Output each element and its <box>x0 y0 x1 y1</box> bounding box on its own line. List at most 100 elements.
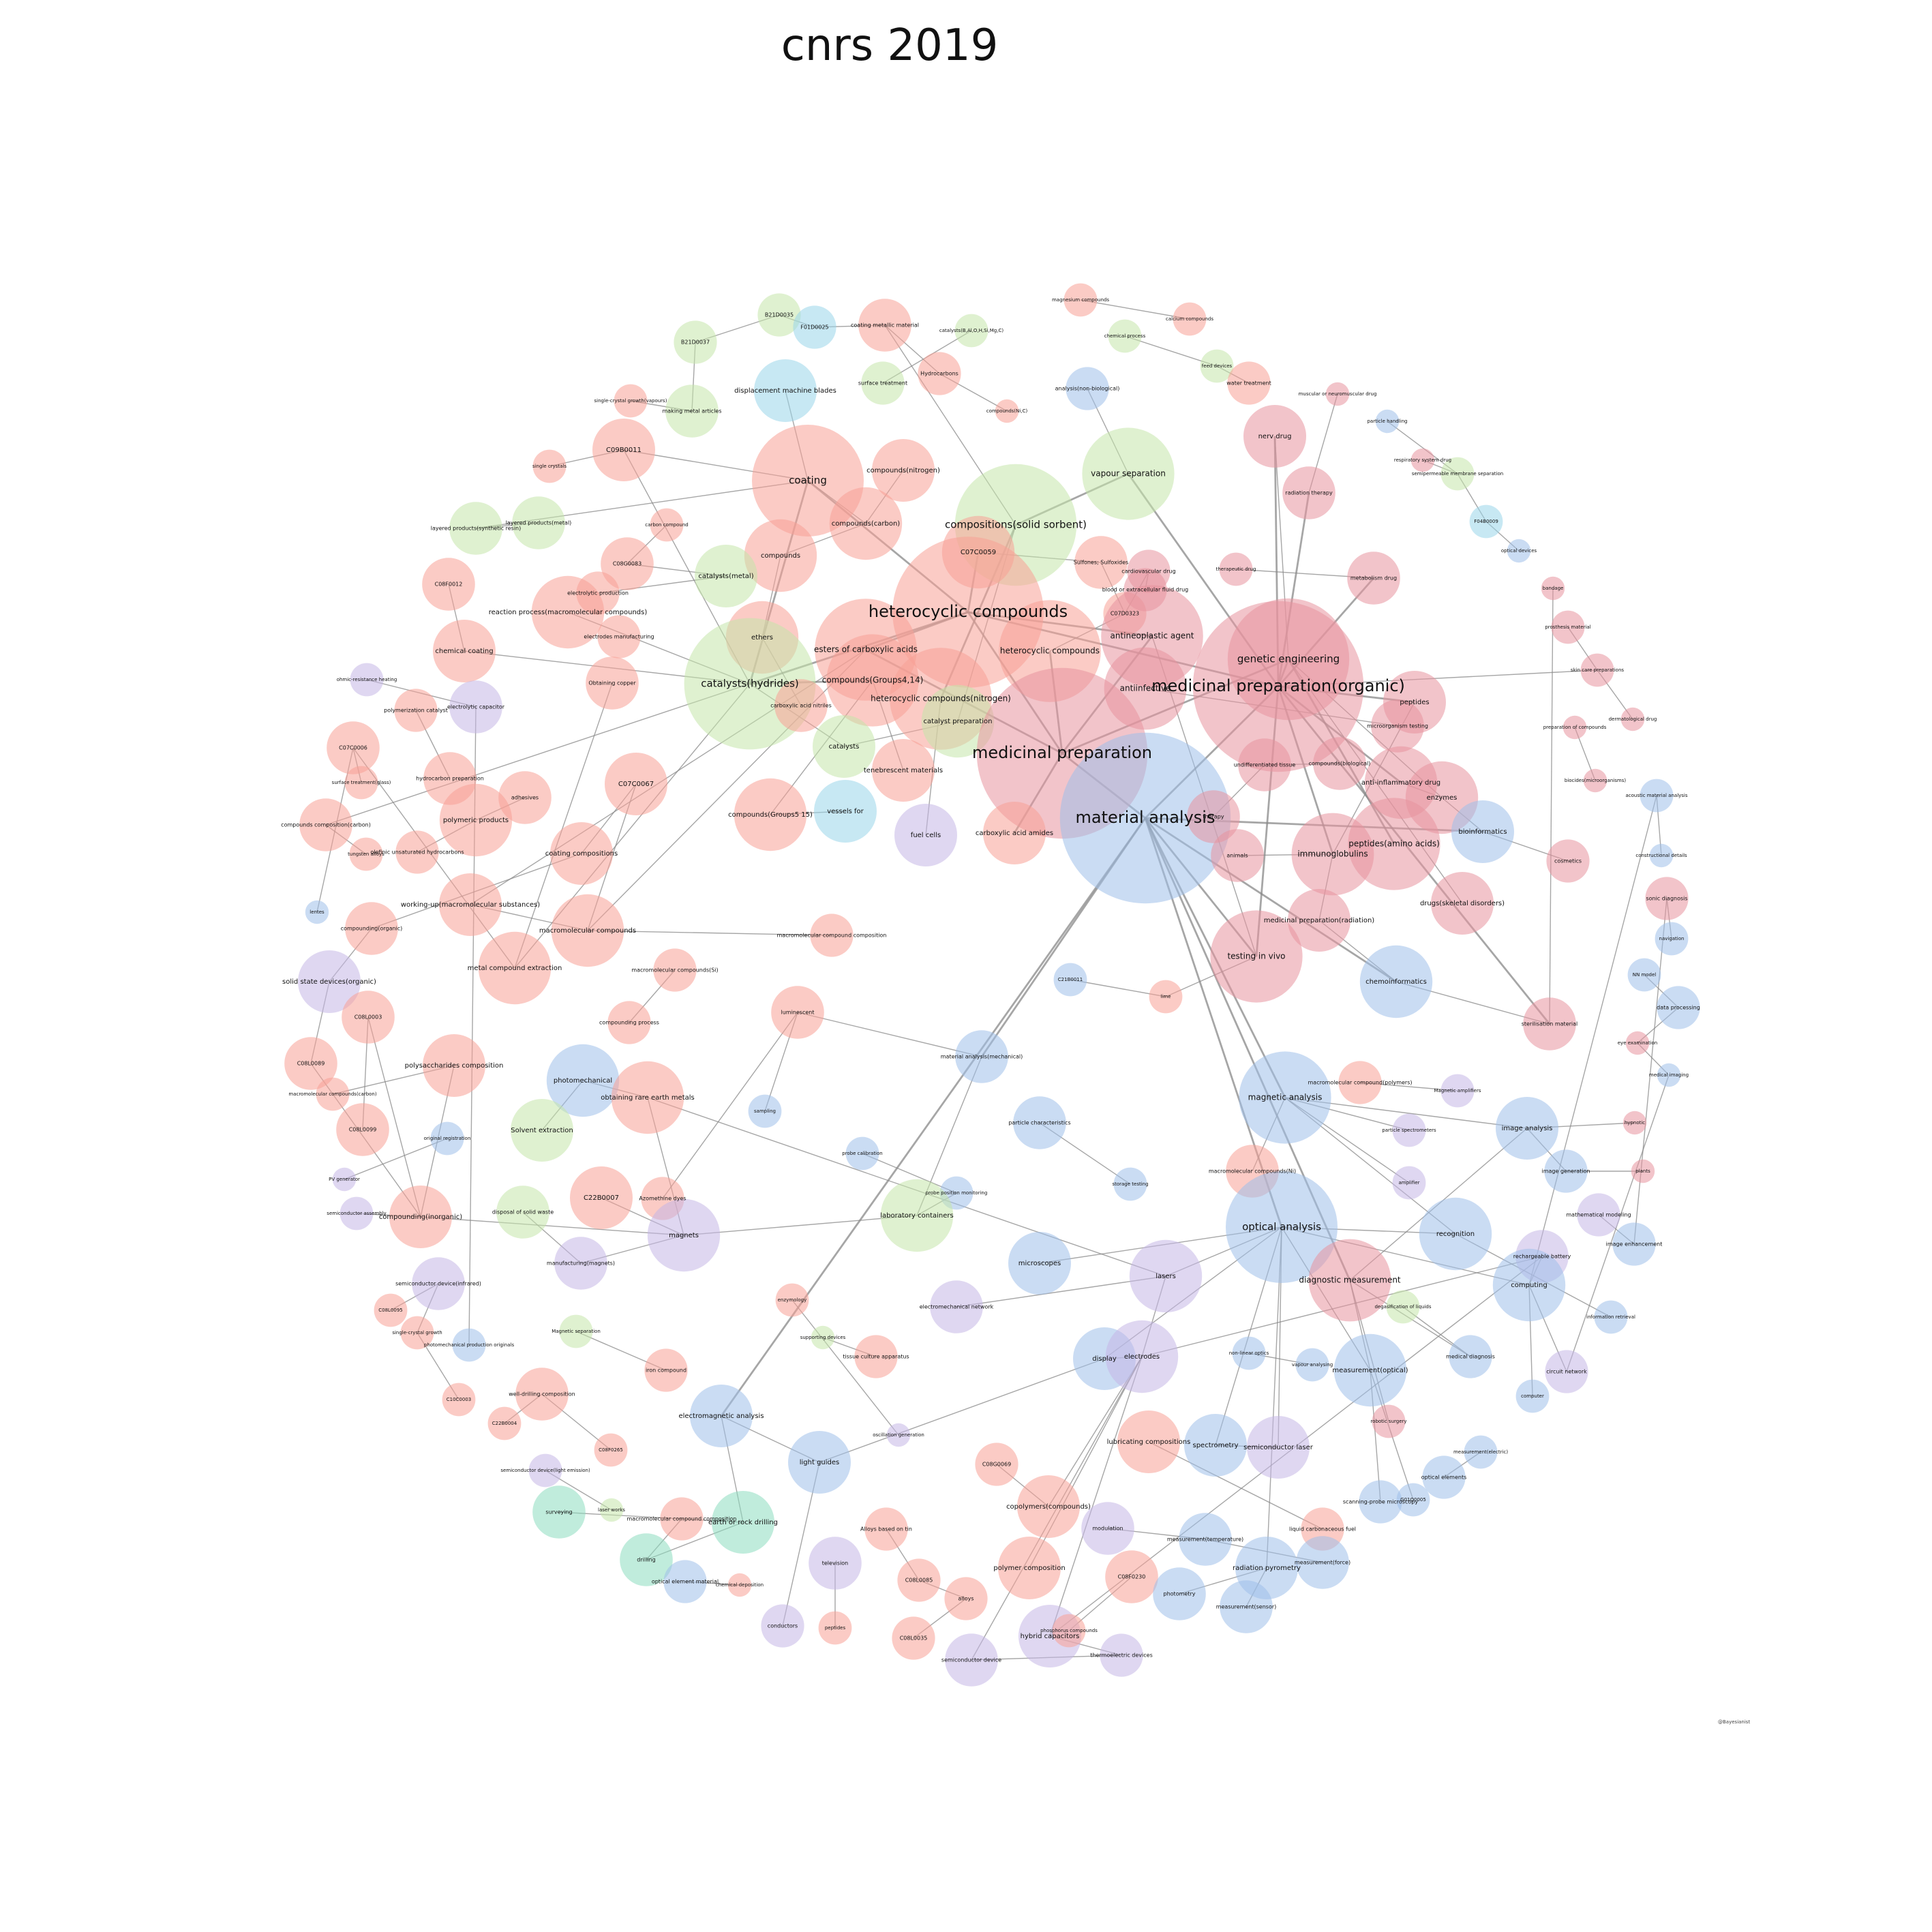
graph-node-lime[interactable] <box>1149 980 1183 1014</box>
graph-node-oscillation-gen[interactable] <box>886 1423 911 1447</box>
graph-node-optical-devices[interactable] <box>1507 539 1531 563</box>
graph-node-tenebrescent[interactable] <box>872 739 935 802</box>
graph-node-polymer-composition[interactable] <box>998 1537 1061 1599</box>
graph-node-plants[interactable] <box>1631 1159 1655 1183</box>
graph-node-optical-analysis[interactable] <box>1226 1171 1338 1283</box>
graph-node-olefinic[interactable] <box>395 830 439 874</box>
graph-node-storage-testing[interactable] <box>1113 1167 1147 1201</box>
graph-node-sterilisation[interactable] <box>1523 997 1576 1051</box>
graph-node-electrodes[interactable] <box>1105 1320 1179 1393</box>
graph-node-degasification[interactable] <box>1386 1290 1420 1324</box>
graph-node-single-crystals[interactable] <box>532 449 567 483</box>
graph-node-vapour-sep[interactable] <box>1082 427 1175 520</box>
graph-node-chemoinformatics[interactable] <box>1359 945 1433 1018</box>
graph-node-data-processing[interactable] <box>1657 986 1700 1029</box>
graph-node-feed-devices[interactable] <box>1200 349 1234 383</box>
graph-node-well-drilling[interactable] <box>515 1368 569 1421</box>
graph-node-alloys-tin[interactable] <box>864 1507 908 1551</box>
graph-node-original-reg[interactable] <box>430 1121 464 1156</box>
graph-node-computing[interactable] <box>1492 1248 1566 1322</box>
graph-node-optical-elements[interactable] <box>1422 1455 1466 1499</box>
graph-node-lubricating[interactable] <box>1117 1410 1180 1473</box>
graph-node-peptides2[interactable] <box>818 1611 852 1645</box>
graph-node-polysaccharides[interactable] <box>423 1034 485 1097</box>
graph-node-semiconductor-device[interactable] <box>945 1633 998 1687</box>
graph-node-constructional[interactable] <box>1649 843 1674 868</box>
graph-node-hypnotic[interactable] <box>1622 1111 1647 1135</box>
graph-node-animals[interactable] <box>1211 829 1264 882</box>
graph-node-c08l0095[interactable] <box>374 1293 408 1327</box>
graph-node-c08l0003[interactable] <box>342 991 395 1044</box>
graph-node-hydrocarbons[interactable] <box>918 352 961 395</box>
graph-node-compounds-carbon[interactable] <box>829 487 903 560</box>
graph-node-robotic-surgery[interactable] <box>1372 1404 1406 1438</box>
graph-node-phosphorus[interactable] <box>1052 1614 1086 1648</box>
graph-node-respiratory[interactable] <box>1410 448 1435 472</box>
graph-node-nn-model[interactable] <box>1627 958 1661 992</box>
graph-node-sulfones[interactable] <box>1074 536 1128 589</box>
graph-node-c08f0230[interactable] <box>1105 1550 1158 1603</box>
graph-node-pv-generator[interactable] <box>332 1167 357 1192</box>
graph-node-eye-exam[interactable] <box>1625 1031 1650 1055</box>
graph-node-peptides-amino[interactable] <box>1348 798 1440 890</box>
graph-node-magnetic-separation[interactable] <box>559 1314 593 1348</box>
graph-node-c07c0067[interactable] <box>605 753 667 815</box>
graph-node-c22b0004[interactable] <box>487 1406 522 1440</box>
graph-node-compounds-nic[interactable] <box>995 399 1019 423</box>
graph-node-surface-glass[interactable] <box>344 766 378 800</box>
graph-node-diagnostic-measurement[interactable] <box>1308 1239 1391 1322</box>
graph-node-rare-earth[interactable] <box>611 1061 684 1134</box>
graph-node-compounding-organic[interactable] <box>345 902 398 955</box>
graph-node-measurement-optical[interactable] <box>1333 1333 1407 1407</box>
graph-node-chemical-deposition[interactable] <box>727 1573 752 1597</box>
graph-node-iron-compound[interactable] <box>644 1348 688 1392</box>
graph-node-thermoelectric[interactable] <box>1100 1633 1143 1677</box>
graph-node-f01d0025[interactable] <box>793 305 836 349</box>
graph-node-supporting-devices[interactable] <box>811 1325 835 1350</box>
graph-node-surface-treatment[interactable] <box>861 361 905 405</box>
graph-node-luminescent[interactable] <box>771 986 824 1039</box>
graph-node-g01q0005[interactable] <box>1396 1483 1430 1517</box>
graph-node-displacement-blades[interactable] <box>754 359 817 422</box>
graph-node-sonic-diagnosis[interactable] <box>1645 877 1689 920</box>
graph-node-measurement-electric[interactable] <box>1464 1435 1498 1469</box>
graph-node-information-retrieval[interactable] <box>1594 1300 1628 1334</box>
graph-node-image-generation[interactable] <box>1544 1149 1588 1193</box>
graph-node-magnets[interactable] <box>647 1198 721 1272</box>
graph-node-macromol-composition[interactable] <box>660 1497 704 1541</box>
graph-node-particle-handling[interactable] <box>1375 409 1400 434</box>
graph-node-water-treatment[interactable] <box>1227 361 1271 405</box>
graph-node-photomech-originals[interactable] <box>452 1328 486 1362</box>
graph-node-chemical-process[interactable] <box>1108 319 1142 353</box>
graph-node-carboxylic-amides[interactable] <box>983 802 1046 864</box>
graph-node-material-analysis[interactable] <box>1059 732 1231 904</box>
graph-node-metabolism-drug[interactable] <box>1347 552 1400 605</box>
graph-node-alloys[interactable] <box>944 1577 988 1620</box>
graph-node-tissue-culture[interactable] <box>854 1335 898 1378</box>
graph-node-fuel-cells[interactable] <box>894 804 957 866</box>
graph-node-semiconductor-infrared[interactable] <box>412 1257 465 1310</box>
graph-node-measurement-temp[interactable] <box>1179 1513 1232 1566</box>
graph-node-probe-calibration[interactable] <box>845 1136 879 1171</box>
graph-node-surveying[interactable] <box>532 1485 586 1539</box>
graph-node-compounds-biological[interactable] <box>1313 737 1366 790</box>
graph-node-undiff-tissue[interactable] <box>1238 738 1291 791</box>
graph-node-spectrometry[interactable] <box>1184 1414 1247 1477</box>
graph-node-compounding-process[interactable] <box>607 1001 651 1044</box>
graph-node-drugs-skeletal[interactable] <box>1431 872 1494 935</box>
graph-node-metal-extraction[interactable] <box>478 931 552 1005</box>
graph-node-electrolytic-cap[interactable] <box>449 680 502 734</box>
graph-node-cosmetics[interactable] <box>1546 839 1590 883</box>
graph-node-solid-state-organic[interactable] <box>298 950 361 1013</box>
graph-node-recognition[interactable] <box>1419 1197 1492 1271</box>
graph-node-compounds[interactable] <box>744 519 817 592</box>
graph-node-computer[interactable] <box>1515 1379 1550 1413</box>
graph-node-c10c0003[interactable] <box>442 1383 476 1417</box>
graph-node-c08f0012[interactable] <box>422 558 475 611</box>
graph-node-electromagnetic-analysis[interactable] <box>690 1385 753 1447</box>
graph-node-nerv-drug[interactable] <box>1243 405 1306 468</box>
graph-node-medical-imaging[interactable] <box>1657 1063 1681 1087</box>
graph-node-macromolecular-compounds[interactable] <box>551 894 624 967</box>
graph-node-electromech-network[interactable] <box>930 1280 983 1333</box>
